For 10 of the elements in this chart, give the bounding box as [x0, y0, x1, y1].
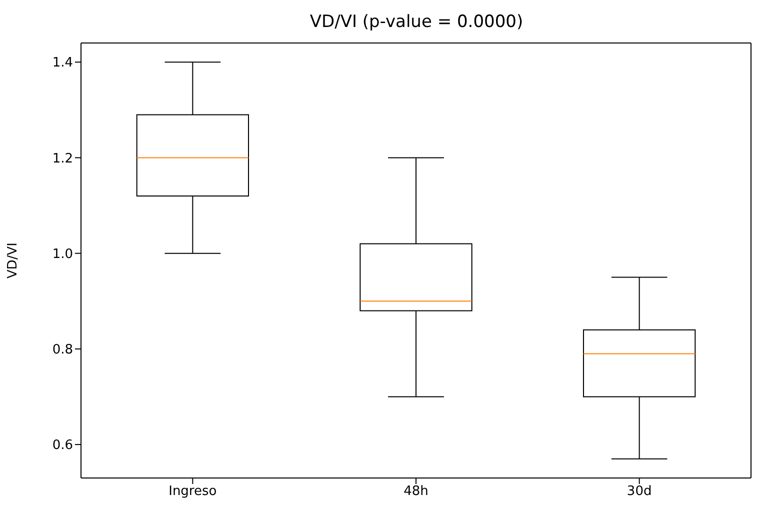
y-tick-label: 1.4: [52, 56, 73, 71]
y-tick-label: 0.6: [52, 438, 73, 454]
x-tick-label: 30d: [626, 484, 652, 500]
y-tick-label: 0.8: [52, 342, 73, 358]
x-tick-label: Ingreso: [168, 484, 217, 500]
y-tick-label: 1.0: [52, 246, 73, 262]
chart-title: VD/VI (p-value = 0.0000): [308, 12, 524, 32]
y-tick-label: 1.2: [52, 151, 73, 166]
x-tick-label: 48h: [404, 484, 428, 500]
y-axis-title: VD/VI: [6, 242, 21, 279]
